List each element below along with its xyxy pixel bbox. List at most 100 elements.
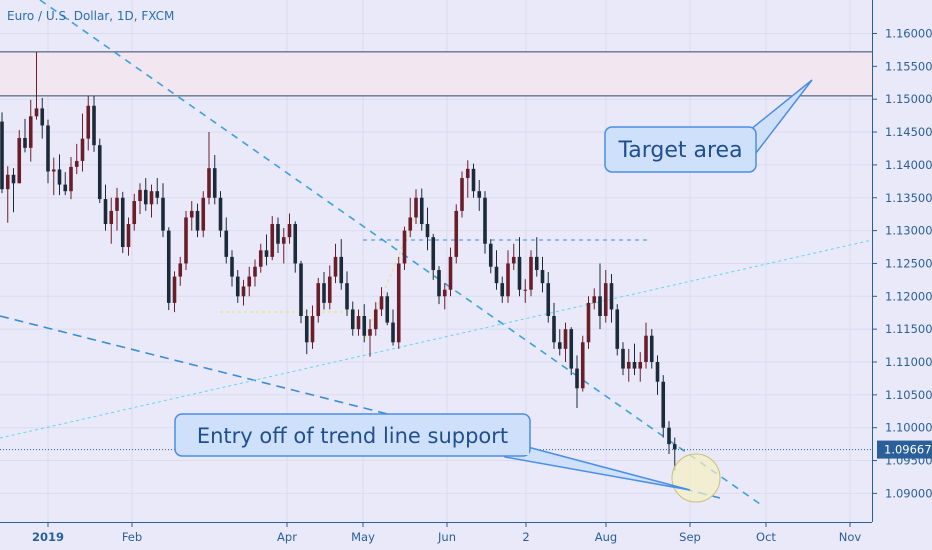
candle-body	[207, 168, 211, 198]
candle-body	[396, 263, 401, 343]
candle-body	[523, 289, 528, 291]
candle-body	[155, 191, 160, 198]
price-tick-label-6: 1.13000	[885, 224, 932, 238]
candle-body	[241, 286, 246, 297]
candle-body	[540, 270, 545, 284]
candle-body	[258, 250, 263, 267]
entry-callout-joint	[505, 443, 529, 455]
candle-body	[362, 316, 367, 336]
yellow-diagonal-line	[364, 215, 416, 339]
candle-body	[276, 224, 280, 244]
candle-body	[667, 427, 671, 445]
candle-body	[97, 145, 102, 200]
entry-callout-label: Entry off of trend line support	[197, 424, 508, 448]
candle-body	[402, 230, 407, 264]
candle-body	[546, 283, 551, 317]
candle-body	[17, 137, 22, 184]
candle-body	[132, 201, 137, 225]
candle-body	[253, 266, 257, 277]
candle-body	[69, 166, 73, 192]
candle-body	[494, 266, 499, 284]
candle-body	[477, 191, 482, 198]
target-zone-fill	[0, 51, 872, 96]
candle-body	[603, 283, 608, 317]
candle-body	[327, 276, 332, 303]
price-tick-label-4: 1.14000	[885, 158, 932, 172]
time-tick-label-7: Sep	[679, 530, 701, 544]
candle-body	[63, 184, 68, 192]
candle-body	[425, 224, 430, 238]
time-tick-label-3: May	[351, 530, 375, 544]
candle-body	[644, 335, 648, 362]
time-tick-label-2: Apr	[277, 530, 297, 544]
entry-highlight-ellipse	[671, 453, 721, 503]
candle-body	[178, 263, 183, 277]
candle-body	[661, 381, 666, 428]
candle-body	[172, 276, 177, 303]
candle-body	[483, 197, 487, 244]
candle-body	[11, 174, 16, 184]
candle-body	[115, 197, 119, 211]
candle-body	[379, 296, 384, 310]
candle-body	[454, 210, 459, 257]
target-zone	[0, 51, 872, 97]
candle-body	[517, 256, 522, 290]
candle-body	[575, 368, 579, 389]
target-callout-box	[604, 126, 757, 173]
candle-body	[189, 210, 194, 218]
rising-support-line	[0, 239, 873, 439]
current-price-tag-bg	[877, 440, 932, 459]
candle-body	[672, 444, 677, 450]
time-tick-label-8: Oct	[756, 530, 776, 544]
candle-body	[626, 362, 631, 369]
candle-body	[391, 322, 395, 343]
entry-callout[interactable]: Entry off of trend line support	[174, 413, 691, 491]
candle-body	[293, 224, 298, 264]
target-callout-label: Target area	[617, 138, 742, 163]
candle-body	[80, 138, 85, 161]
candle-body	[442, 289, 447, 297]
candle-body	[247, 276, 252, 287]
candle-body	[195, 210, 200, 231]
annotation-overlays	[0, 449, 872, 503]
candle-body	[506, 263, 510, 297]
candle-body	[586, 302, 591, 343]
candle-body	[218, 197, 223, 231]
candle-body	[304, 316, 309, 343]
candle-body	[74, 160, 79, 167]
time-tick-label-5: 2	[522, 530, 529, 544]
candle-body	[138, 189, 142, 202]
price-axis[interactable]: 1.16000 1.15500 1.15000 1.14500 1.14000 1.135…	[872, 27, 932, 501]
candle-body	[224, 230, 229, 257]
candle-body	[563, 329, 568, 349]
candle-body	[46, 125, 50, 172]
candle-body	[500, 283, 505, 297]
time-tick-label-0: 2019	[32, 530, 64, 544]
candle-body	[638, 362, 643, 369]
candle-body	[350, 309, 355, 330]
target-area-callout[interactable]: Target area	[604, 79, 813, 173]
price-tick-label-14: 1.09000	[885, 486, 932, 500]
time-axis[interactable]: 2019 Feb Apr May Jun 2 Aug Sep Oct Nov	[32, 522, 861, 544]
candle-body	[316, 283, 321, 317]
candle-body	[385, 296, 390, 323]
price-tick-label-2: 1.15000	[885, 92, 932, 106]
candle-body	[5, 174, 10, 190]
candle-body	[471, 168, 476, 192]
candle-body	[339, 256, 344, 284]
chart-title: Euro / U.S. Dollar, 1D, FXCM	[7, 9, 174, 23]
price-tick-label-9: 1.11500	[885, 322, 932, 336]
current-price-tag: 1.09667	[877, 440, 932, 459]
candle-body	[57, 169, 62, 185]
candlestick-series	[0, 51, 677, 471]
candle-body	[655, 362, 660, 382]
candle-body	[51, 169, 56, 172]
descending-trend-line	[39, 0, 761, 505]
candle-body	[310, 316, 315, 343]
candle-body	[465, 168, 470, 179]
candle-body	[40, 108, 45, 126]
candle-body	[126, 224, 131, 248]
candle-body	[161, 197, 165, 231]
candle-body	[287, 224, 292, 238]
